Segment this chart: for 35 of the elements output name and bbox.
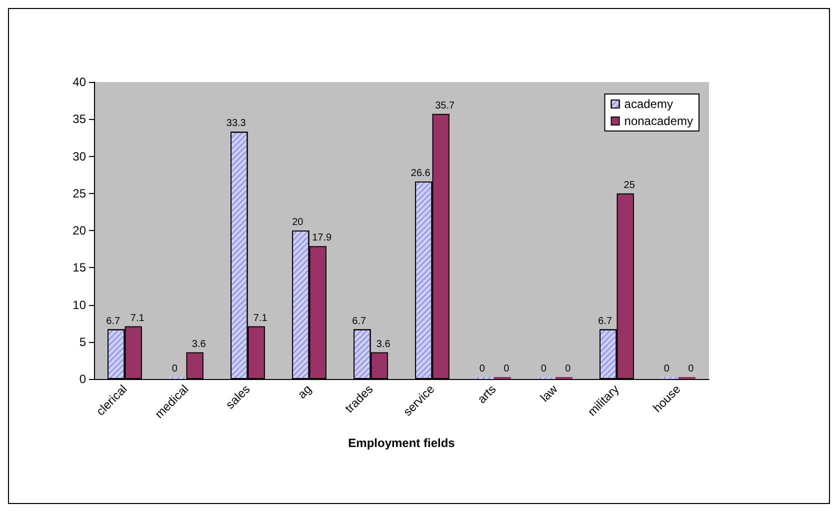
y-tick-label: 0 — [79, 372, 86, 386]
y-tick-label: 5 — [79, 334, 86, 349]
y-tick-label: 25 — [72, 186, 86, 200]
data-label: 0 — [688, 364, 694, 374]
data-label: 6.7 — [106, 316, 121, 327]
legend-label: academy — [624, 97, 673, 111]
data-label: 7.1 — [253, 312, 268, 324]
data-label: 6.7 — [352, 316, 367, 327]
data-label: 0 — [540, 364, 547, 374]
data-label: 0 — [565, 364, 572, 374]
x-tick-label: ag — [294, 382, 314, 402]
y-tick-label: 15 — [72, 260, 86, 275]
data-label: 0 — [504, 364, 510, 374]
data-label: 0 — [172, 364, 178, 374]
data-label: 0 — [479, 364, 486, 374]
y-tick-label: 30 — [72, 149, 86, 164]
data-label: 0 — [664, 364, 670, 374]
y-tick-label: 10 — [72, 298, 86, 312]
y-tick-label: 35 — [72, 112, 86, 126]
data-label: 20 — [292, 217, 304, 228]
x-tick-label: arts — [474, 382, 499, 406]
x-axis-title: Employment fields — [348, 436, 456, 450]
data-label: 6.7 — [598, 316, 613, 327]
x-tick-label: law — [538, 382, 560, 405]
data-label: 35.7 — [435, 100, 456, 112]
data-label: 3.6 — [192, 338, 206, 350]
y-tick-label: 40 — [72, 75, 86, 89]
data-label: 25 — [624, 180, 636, 191]
data-label: 17.9 — [312, 232, 332, 244]
data-label: 26.6 — [410, 168, 431, 179]
legend-label: nonacademy — [624, 114, 694, 128]
data-label: 33.3 — [226, 118, 246, 130]
y-tick-label: 20 — [72, 224, 86, 238]
data-label: 7.1 — [130, 312, 145, 324]
data-label: 3.6 — [376, 338, 391, 350]
